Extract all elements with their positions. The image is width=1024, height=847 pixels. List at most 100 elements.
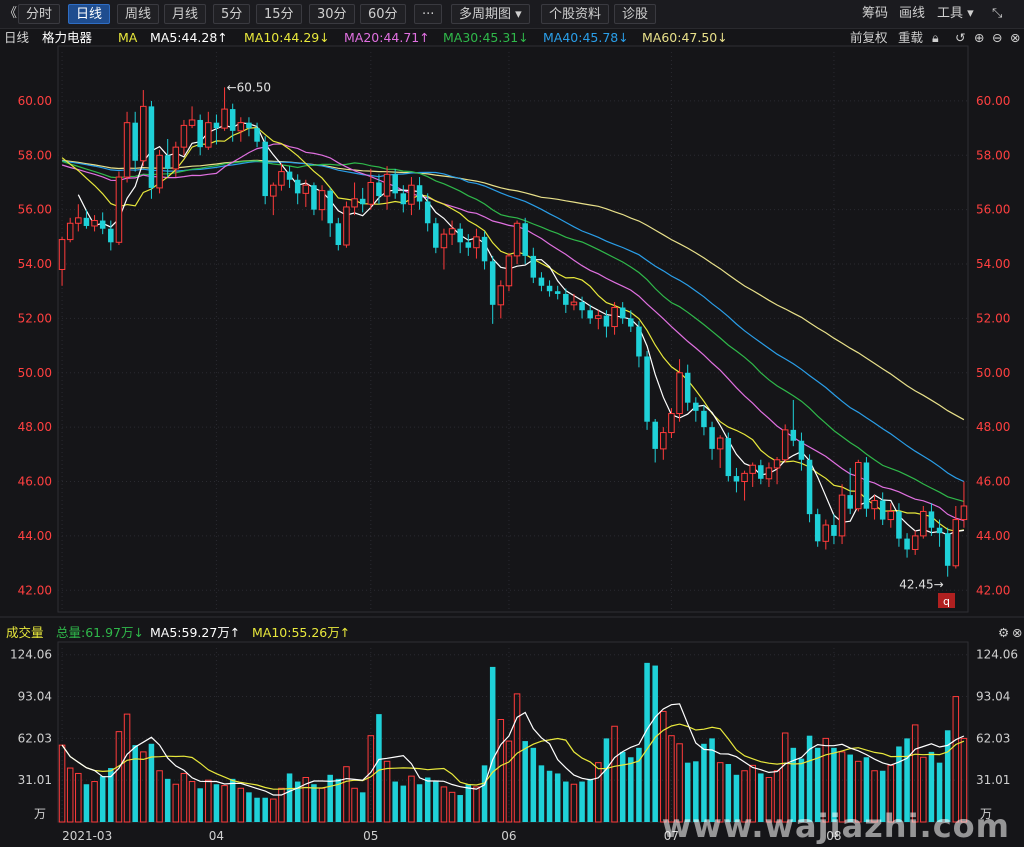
price-tick-label-left: 60.00 — [18, 94, 52, 108]
volume-bar — [156, 770, 163, 823]
ma-label[interactable]: MA — [118, 30, 138, 45]
adjust-mode-button[interactable]: 前复权 — [850, 30, 888, 45]
volume-bar — [123, 713, 131, 823]
close-icon[interactable]: ⊗ — [1010, 30, 1021, 45]
settings-icon[interactable]: ⚙ — [998, 625, 1010, 640]
volume-bar — [952, 696, 960, 823]
candle-body — [546, 285, 553, 292]
volume-bar — [522, 741, 528, 822]
diagnose-button[interactable]: 诊股 — [614, 4, 657, 24]
tab-daily[interactable]: 日线 — [68, 4, 111, 24]
volume-bar — [58, 744, 66, 823]
tab-weekly[interactable]: 周线 — [117, 4, 160, 24]
candle-body — [367, 181, 375, 205]
volume-bar — [148, 743, 155, 822]
candle-body — [855, 461, 862, 510]
tab-60min[interactable]: 60分 — [360, 4, 406, 24]
tab-30min[interactable]: 30分 — [309, 4, 355, 24]
chips-button[interactable]: 筹码 — [862, 6, 889, 21]
stock-name: 格力电器 — [42, 30, 93, 45]
ma30-line — [61, 160, 965, 502]
volume-bar — [376, 714, 382, 822]
volume-bar — [83, 784, 90, 822]
period-toolbar: 《 分时 日线 周线 月线 5分 15分 30分 60分 ··· 多周期图 ▾ … — [0, 0, 1024, 29]
candle-body — [716, 437, 724, 450]
reload-button[interactable]: 重载 — [898, 30, 924, 45]
ma5-value: MA5:44.28↑ — [150, 30, 228, 45]
candle-body — [205, 122, 212, 148]
lock-icon[interactable]: 🔒︎ — [932, 30, 939, 45]
candle-body — [554, 291, 561, 294]
candle-body — [944, 533, 951, 566]
candle-body — [383, 173, 391, 197]
volume-tick-label-left: 93.04 — [18, 690, 52, 704]
price-tick-label-right: 58.00 — [976, 148, 1010, 162]
volume-bar — [563, 781, 569, 822]
tab-intraday[interactable]: 分时 — [18, 4, 61, 24]
ma10-line — [61, 126, 965, 532]
volume-bar — [416, 784, 423, 822]
stock-info-button[interactable]: 个股资料 — [541, 4, 610, 24]
volume-bar — [497, 719, 505, 823]
fullscreen-icon[interactable]: ⤡ — [992, 6, 1003, 21]
candle-body — [294, 179, 301, 194]
candle-body — [879, 500, 886, 520]
volume-bar — [164, 778, 171, 822]
candle-body — [660, 432, 667, 450]
candle-body — [522, 223, 528, 256]
candle-body — [684, 372, 691, 403]
volume-bar — [644, 662, 650, 822]
candle-body — [237, 122, 245, 132]
more-periods-button[interactable]: ··· — [414, 4, 443, 24]
volume-unit-left: 万 — [34, 807, 46, 821]
tools-dropdown[interactable]: 工具 ▾ — [937, 6, 974, 21]
candle-body — [481, 236, 488, 262]
volume-ma10-line — [61, 723, 965, 790]
ma60-line — [62, 159, 965, 421]
volume-bar — [619, 751, 626, 822]
tab-5min[interactable]: 5分 — [213, 4, 251, 24]
candle-body — [871, 500, 878, 510]
candle-body — [619, 307, 626, 319]
candle-body — [579, 302, 585, 311]
candle-body — [400, 193, 407, 205]
undo-icon[interactable]: ↺ — [955, 30, 966, 45]
low-price-marker: 42.45→ — [899, 578, 943, 592]
ma20-line — [61, 143, 965, 522]
volume-tick-label-right: 124.06 — [976, 648, 1018, 662]
price-tick-label-left: 42.00 — [18, 583, 52, 597]
candle-body — [440, 233, 448, 249]
candle-body — [603, 315, 610, 327]
ma60-value: MA60:47.50↓ — [642, 30, 728, 45]
volume-bar — [311, 784, 317, 822]
multi-period-dropdown[interactable]: 多周期图 ▾ — [451, 4, 530, 24]
candle-body — [123, 122, 131, 178]
candle-body — [99, 220, 106, 229]
high-price-marker: ←60.50 — [227, 80, 271, 94]
candle-body — [180, 124, 188, 148]
volume-bar — [91, 781, 98, 823]
candle-body — [611, 307, 618, 328]
date-axis-label: 04 — [209, 829, 224, 843]
tab-15min[interactable]: 15分 — [256, 4, 302, 24]
volume-ma10: MA10:55.26万↑ — [252, 625, 351, 640]
tab-monthly[interactable]: 月线 — [164, 4, 207, 24]
draw-line-button[interactable]: 画线 — [899, 6, 926, 21]
candle-body — [676, 372, 683, 415]
volume-title[interactable]: 成交量 — [6, 625, 44, 640]
candle-body — [416, 185, 423, 202]
price-tick-label-left: 50.00 — [18, 366, 52, 380]
volume-bar — [188, 781, 196, 823]
period-label: 日线 — [4, 30, 30, 45]
candle-body — [132, 122, 138, 161]
volume-close-icon[interactable]: ⊗ — [1012, 625, 1023, 640]
candle-body — [936, 527, 943, 534]
volume-tick-label-left: 62.03 — [18, 731, 52, 745]
zoom-out-icon[interactable]: ⊖ — [992, 30, 1003, 45]
collapse-icon[interactable]: 《 — [4, 6, 18, 21]
candle-body — [952, 519, 960, 567]
candle-body — [538, 277, 545, 286]
zoom-in-icon[interactable]: ⊕ — [974, 30, 985, 45]
volume-bar — [108, 768, 114, 822]
